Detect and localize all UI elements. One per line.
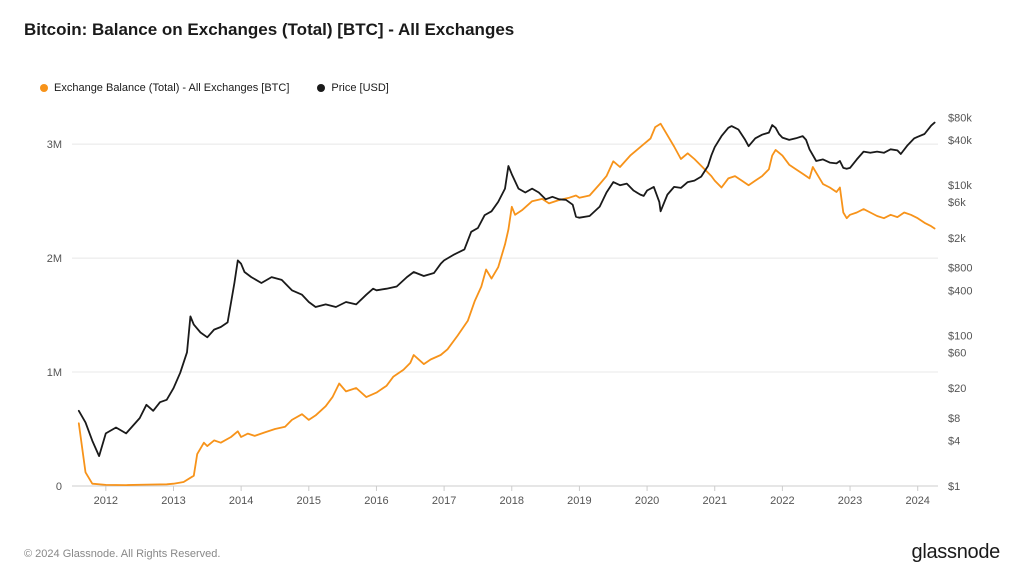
svg-text:$6k: $6k xyxy=(948,197,966,209)
svg-text:3M: 3M xyxy=(47,139,62,151)
legend-item-balance: Exchange Balance (Total) - All Exchanges… xyxy=(40,82,289,94)
legend-dot-price xyxy=(317,84,325,92)
chart-area: 0 1M 2M 3M $1 $4 $8 $20 $60 $100 $400 $800 $2k $6k $10… xyxy=(24,100,1000,516)
svg-text:$80k: $80k xyxy=(948,112,972,124)
svg-text:$400: $400 xyxy=(948,285,972,297)
svg-text:$60: $60 xyxy=(948,347,966,359)
svg-text:2M: 2M xyxy=(47,253,62,265)
svg-text:$4: $4 xyxy=(948,436,960,448)
legend-item-price: Price [USD] xyxy=(317,82,388,94)
legend-label-balance: Exchange Balance (Total) - All Exchanges… xyxy=(54,82,289,94)
legend-label-price: Price [USD] xyxy=(331,82,388,94)
svg-text:$40k: $40k xyxy=(948,135,972,147)
svg-text:2014: 2014 xyxy=(229,495,253,507)
footer-copyright: © 2024 Glassnode. All Rights Reserved. xyxy=(24,548,220,560)
svg-text:1M: 1M xyxy=(47,367,62,379)
svg-text:2019: 2019 xyxy=(567,495,591,507)
svg-text:$20: $20 xyxy=(948,383,966,395)
svg-text:2020: 2020 xyxy=(635,495,659,507)
svg-text:0: 0 xyxy=(56,481,62,493)
svg-text:2023: 2023 xyxy=(838,495,862,507)
svg-text:2021: 2021 xyxy=(702,495,726,507)
chart-legend: Exchange Balance (Total) - All Exchanges… xyxy=(40,82,389,94)
svg-text:$2k: $2k xyxy=(948,233,966,245)
svg-text:$1: $1 xyxy=(948,481,960,493)
chart-title: Bitcoin: Balance on Exchanges (Total) [B… xyxy=(24,20,514,40)
svg-text:$800: $800 xyxy=(948,263,972,275)
svg-text:2016: 2016 xyxy=(364,495,388,507)
legend-dot-balance xyxy=(40,84,48,92)
svg-text:$100: $100 xyxy=(948,331,972,343)
svg-text:2013: 2013 xyxy=(161,495,185,507)
svg-text:2018: 2018 xyxy=(500,495,524,507)
svg-text:$10k: $10k xyxy=(948,180,972,192)
svg-text:2022: 2022 xyxy=(770,495,794,507)
svg-text:2015: 2015 xyxy=(297,495,321,507)
brand-wordmark: glassnode xyxy=(912,541,1000,564)
svg-text:$8: $8 xyxy=(948,413,960,425)
svg-text:2024: 2024 xyxy=(905,495,929,507)
svg-text:2012: 2012 xyxy=(94,495,118,507)
chart-svg: 0 1M 2M 3M $1 $4 $8 $20 $60 $100 $400 $800 $2k $6k $10… xyxy=(24,100,1000,516)
svg-text:2017: 2017 xyxy=(432,495,456,507)
